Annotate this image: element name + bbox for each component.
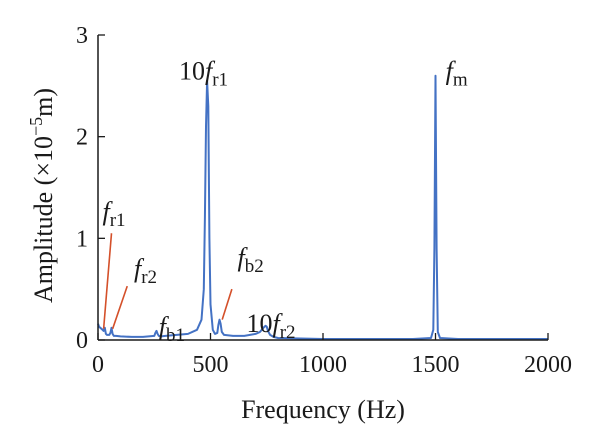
annotation-label-10f-r2: 10fr2 — [247, 309, 296, 343]
chart-labels: 0 500 1000 1500 2000 0 1 2 3 Frequency (Hz) Amplit… — [26, 23, 572, 424]
y-tick-label-1: 1 — [76, 226, 88, 252]
annotation-label-f-b2: fb2 — [238, 243, 264, 277]
annotation-label-f-b1: fb1 — [159, 312, 185, 346]
y-axis-title: Amplitude (×10−5m) — [26, 88, 58, 303]
annotation-label-10f-r1: 10fr1 — [179, 57, 228, 91]
annotation-label-f-m: fm — [446, 57, 468, 91]
annotation-pointer-f-r2 — [111, 285, 129, 330]
x-tick-label-500: 500 — [193, 352, 229, 378]
annotation-pointer-f-r1 — [102, 233, 113, 329]
y-tick-label-2: 2 — [76, 125, 88, 151]
x-axis-title: Frequency (Hz) — [241, 395, 405, 424]
annotation-pointer-f-b2 — [221, 288, 233, 320]
chart-marks — [97, 74, 548, 340]
annotation-label-f-r2: fr2 — [134, 254, 157, 288]
series-line-0 — [97, 74, 548, 340]
y-tick-label-3: 3 — [76, 23, 88, 49]
annotation-label-f-r1: fr1 — [103, 197, 126, 231]
x-tick-label-0: 0 — [92, 352, 104, 378]
y-tick-label-0: 0 — [76, 328, 88, 354]
x-tick-label-2000: 2000 — [524, 352, 572, 378]
x-tick-label-1500: 1500 — [412, 352, 460, 378]
chart-axes — [97, 34, 549, 341]
x-tick-label-1000: 1000 — [299, 352, 347, 378]
